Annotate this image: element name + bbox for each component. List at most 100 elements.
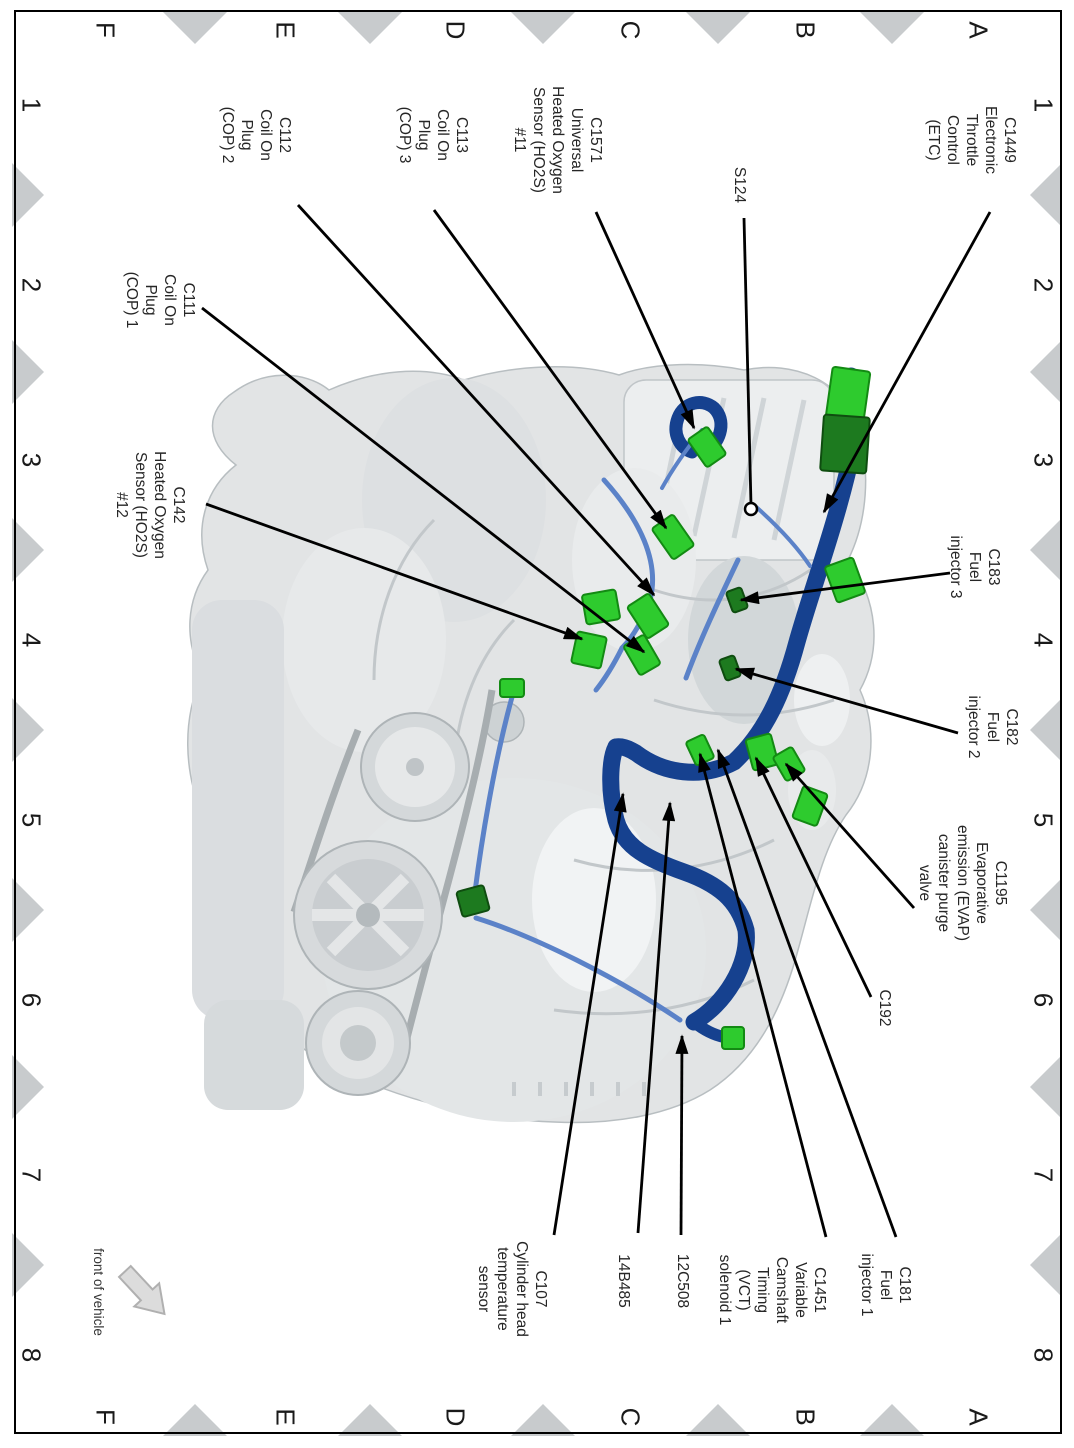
callout-line: solenoid 1: [716, 1254, 733, 1326]
leader-line-14B485: [636, 801, 676, 1234]
grid-number: 3: [1028, 452, 1059, 468]
callout-line: 12C508: [674, 1253, 691, 1309]
callout-line: Sensor (HO2S): [530, 87, 547, 193]
grid-marker-icon: [686, 1404, 750, 1436]
callout-line: (ETC): [925, 119, 942, 161]
grid-number: 5: [16, 812, 47, 828]
grid-number: 7: [16, 1167, 47, 1183]
grid-letter: D: [440, 20, 471, 40]
callout-line: Cylinder head: [513, 1241, 530, 1337]
purge-valve-connector-icon: [791, 785, 829, 827]
grid-number: 5: [1028, 812, 1059, 828]
leader-line-C192: [754, 756, 873, 998]
callout-label-C1451: C1451 Variable Camshaft Timing (VCT) solenoid…: [715, 1255, 829, 1326]
callout-line: C1195: [992, 860, 1009, 906]
ho2s-11-connector-icon: [687, 426, 727, 468]
callout-line: Plug: [415, 119, 432, 151]
leader-line-C111: [201, 306, 646, 654]
leader-line-C107: [552, 792, 627, 1236]
callout-line: Control: [944, 115, 961, 165]
leader-line-C183: [739, 571, 951, 605]
callout-label-C1195: C1195 Evaporative emission (EVAP) canister …: [915, 825, 1010, 941]
callout-line: 14B485: [615, 1254, 632, 1308]
callout-line: #11: [511, 127, 528, 153]
grid-marker-icon: [12, 340, 44, 404]
grid-marker-icon: [12, 163, 44, 227]
grid-letter: B: [790, 1408, 821, 1426]
grid-marker-icon: [1030, 1233, 1062, 1297]
callout-label-C113: C113 Coil On Plug (COP) 3: [395, 107, 471, 164]
grid-marker-icon: [1030, 518, 1062, 582]
grid-letter: A: [963, 1408, 994, 1426]
grid-marker-icon: [12, 518, 44, 582]
grid-letter: F: [90, 1409, 121, 1425]
callout-line: C142: [170, 486, 187, 524]
wire-injector-branch: [683, 557, 741, 681]
grid-number: 2: [16, 277, 47, 293]
harness-loop: [669, 396, 728, 459]
grid-letter: B: [790, 21, 821, 39]
grid-letter: C: [615, 20, 646, 40]
callout-label-14B485: 14B485: [614, 1254, 633, 1307]
callout-line: emission (EVAP): [954, 825, 971, 941]
callout-line: Sensor (HO2S): [132, 452, 149, 558]
grid-letter: E: [270, 21, 301, 39]
callout-line: injector 2: [965, 695, 982, 759]
grid-markers: [12, 12, 1062, 1436]
front-of-vehicle-label: front of vehicle: [91, 1248, 106, 1336]
callout-line: sensor: [475, 1265, 492, 1313]
callout-line: C183: [985, 548, 1002, 586]
callout-line: canister purge: [935, 833, 952, 933]
grid-letter: A: [963, 21, 994, 39]
callout-line: (COP) 2: [219, 106, 236, 164]
grid-marker-icon: [12, 878, 44, 942]
callout-line: Fuel: [984, 711, 1001, 743]
callout-line: injector 3: [947, 535, 964, 599]
etc-connector-lower-icon: [819, 413, 871, 475]
callout-line: Coil On: [257, 109, 274, 161]
callout-line: Heated Oxygen: [549, 86, 566, 194]
callout-line: Fuel: [877, 1269, 894, 1301]
callout-label-C192: C192: [875, 989, 894, 1026]
grid-number: 4: [1028, 632, 1059, 648]
grid-marker-icon: [1030, 340, 1062, 404]
callout-line: Plug: [238, 119, 255, 151]
callout-line: Electronic: [982, 105, 999, 175]
grid-marker-icon: [860, 1404, 924, 1436]
callout-line: C1571: [587, 117, 604, 163]
callout-line: Camshaft: [773, 1256, 790, 1324]
callout-line: C111: [180, 282, 197, 318]
harness-s-tube: [602, 738, 755, 1031]
leader-line-12C508: [675, 1034, 689, 1236]
callout-line: Heated Oxygen: [151, 451, 168, 559]
wire-splice-branch: [752, 503, 812, 568]
pulley-crankshaft: [293, 840, 443, 990]
callout-line: Timing: [754, 1267, 771, 1313]
grid-marker-icon: [511, 1404, 575, 1436]
grid-marker-icon: [511, 12, 575, 44]
callout-label-C183: C183 Fuel injector 3: [946, 536, 1003, 599]
callout-line: Plug: [142, 284, 159, 316]
coil-2-connector-icon: [626, 593, 670, 639]
grid-letter: E: [270, 1408, 301, 1426]
grid-number: 1: [1028, 97, 1059, 113]
callout-label-C1571: C1571 Universal Heated Oxygen Sensor (HO2S)…: [510, 86, 605, 194]
callout-line: (COP) 1: [123, 271, 140, 329]
sensor-body-icon: [455, 884, 491, 918]
callout-line: temperature: [494, 1247, 511, 1331]
grid-marker-icon: [338, 12, 402, 44]
small-connector-icon: [499, 678, 525, 698]
grid-marker-icon: [686, 12, 750, 44]
grid-letter: F: [90, 22, 121, 38]
grid-marker-icon: [12, 698, 44, 762]
leader-line-C112: [296, 204, 656, 597]
callout-line: S124: [731, 166, 748, 204]
grid-marker-icon: [12, 1055, 44, 1119]
grid-marker-icon: [338, 1404, 402, 1436]
grid-letter: C: [615, 1407, 646, 1427]
grid-number: 6: [1028, 992, 1059, 1008]
grid-letter: D: [440, 1407, 471, 1427]
cht-sensor-connector-icon: [721, 1026, 745, 1050]
